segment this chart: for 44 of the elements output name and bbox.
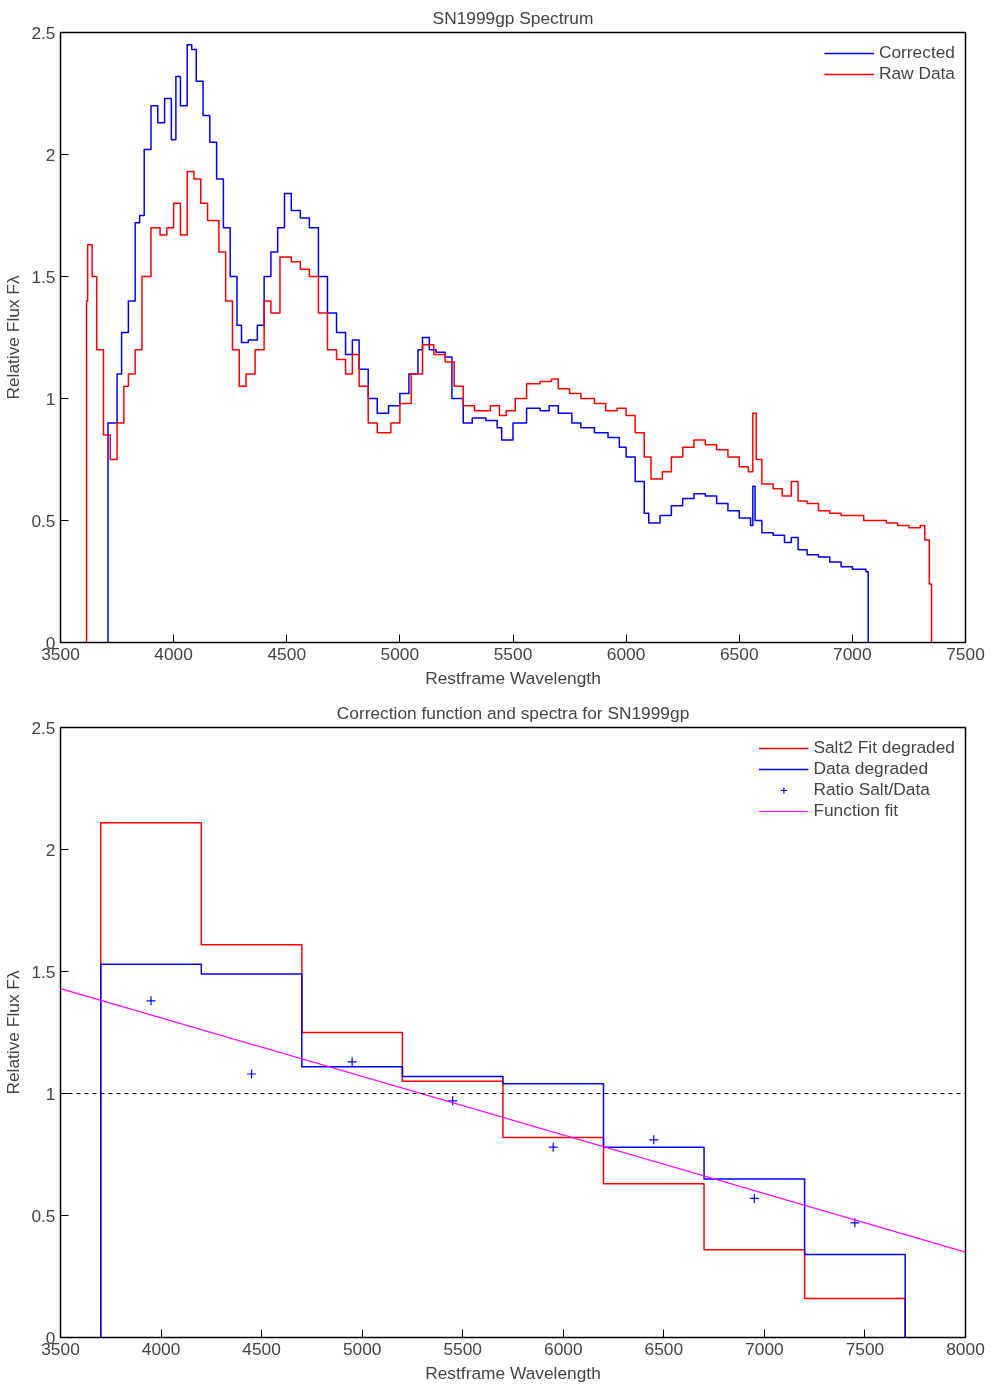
x-tick-label: 6500: [644, 1338, 684, 1359]
y-tick-label: 0.5: [31, 1205, 56, 1226]
point: [246, 1068, 257, 1080]
chart-title: Correction function and spectra for SN1999gp: [336, 702, 690, 723]
x-tick-label: 7000: [833, 643, 872, 664]
y-tick-label: 2: [45, 144, 56, 165]
y-tick-label: 1.5: [31, 266, 56, 287]
x-tick-label: 7500: [845, 1338, 885, 1359]
x-tick-label: 7500: [946, 643, 985, 664]
y-tick-label: 2: [45, 839, 56, 860]
x-tick-label: 4000: [154, 643, 193, 664]
point: [145, 995, 157, 1006]
y-axis-title: Relative Flux Fλ: [3, 970, 24, 1095]
legend-label: Corrected: [878, 42, 955, 63]
x-tick-label: 4500: [242, 1338, 281, 1359]
y-tick-label: 1: [45, 1083, 56, 1104]
x-tick-label: 7000: [745, 1338, 784, 1359]
x-tick-label: 5500: [493, 643, 533, 664]
point: [648, 1134, 659, 1145]
x-tick-label: 6500: [719, 643, 759, 664]
y-tick-label: 2.5: [31, 717, 56, 738]
y-tick-label: 0.5: [31, 510, 56, 531]
x-tick-label: 4500: [267, 643, 307, 664]
legend-label: Salt2 Fit degraded: [813, 737, 955, 758]
x-tick-label: 4000: [141, 1338, 181, 1359]
x-tick-label: 8000: [946, 1338, 985, 1359]
legend-label: Raw Data: [878, 63, 955, 84]
point: [849, 1217, 860, 1228]
legend-label: Function fit: [813, 800, 899, 821]
x-tick-label: 6000: [606, 643, 646, 664]
legend-label: Data degraded: [813, 758, 929, 779]
x-axis-title: Restframe Wavelength: [425, 1362, 601, 1383]
x-tick-label: 5000: [342, 1338, 382, 1359]
x-tick-label: 5000: [380, 643, 420, 664]
chart-title: SN1999gp Spectrum: [432, 7, 594, 28]
y-axis-title: Relative Flux Fλ: [3, 275, 24, 400]
x-tick-label: 5500: [443, 1338, 483, 1359]
x-tick-label: 6000: [544, 1338, 583, 1359]
x-axis-title: Restframe Wavelength: [425, 667, 601, 688]
y-tick-label: 1: [45, 388, 56, 409]
point: [347, 1056, 358, 1067]
y-tick-label: 1.5: [31, 961, 56, 982]
legend-label: Ratio Salt/Data: [813, 779, 930, 800]
y-tick-label: 2.5: [31, 22, 56, 43]
